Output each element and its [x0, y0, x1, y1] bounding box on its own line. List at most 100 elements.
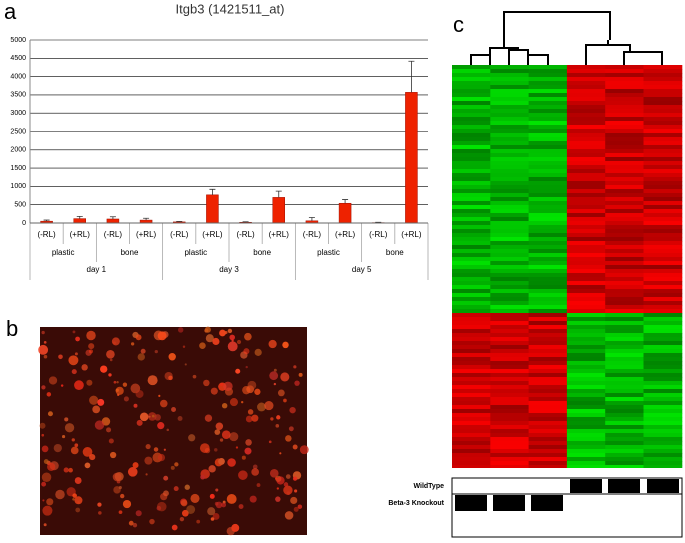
heatmap-cell [529, 129, 568, 134]
heatmap-cell [490, 73, 529, 78]
heatmap-cell [490, 249, 529, 254]
heatmap-cell [490, 329, 529, 334]
heatmap-cell [567, 165, 606, 170]
heatmap-cell [490, 125, 529, 130]
heatmap-cell [567, 257, 606, 262]
heatmap-cell [644, 121, 683, 126]
heatmap-cell [452, 281, 491, 286]
heatmap-cell [529, 229, 568, 234]
heatmap-cell [567, 453, 606, 458]
heatmap-cell [605, 121, 644, 126]
heatmap-cell [490, 97, 529, 102]
cell [255, 349, 262, 356]
heatmap-cell [490, 341, 529, 346]
heatmap-cell [605, 457, 644, 462]
heatmap-cell [452, 269, 491, 274]
cell [269, 340, 277, 348]
heatmap-cell [567, 205, 606, 210]
cell [278, 390, 285, 397]
cell [248, 409, 253, 414]
heatmap-cell [605, 241, 644, 246]
heatmap-cell [452, 297, 491, 302]
heatmap-cell [529, 81, 568, 86]
heatmap-cell [490, 385, 529, 390]
heatmap-cell [567, 77, 606, 82]
heatmap-cell [605, 461, 644, 466]
cell [64, 417, 68, 421]
heatmap-cell [529, 409, 568, 414]
heatmap-cell [529, 345, 568, 350]
cell [134, 404, 138, 408]
cell [299, 373, 303, 377]
heatmap-cell [490, 177, 529, 182]
heatmap-cell [567, 381, 606, 386]
x-tick-label: (+RL) [136, 230, 157, 239]
cell [275, 496, 280, 501]
cell [100, 365, 107, 372]
heatmap-cell [605, 401, 644, 406]
heatmap-cell [644, 401, 683, 406]
heatmap-cell [452, 141, 491, 146]
cell [120, 494, 124, 498]
heatmap-cell [605, 425, 644, 430]
heatmap-cell [605, 341, 644, 346]
cell [293, 476, 297, 480]
heatmap-cell [605, 145, 644, 150]
cell [229, 432, 238, 441]
heatmap-cell [605, 81, 644, 86]
error-bar [276, 191, 282, 197]
legend-label: Beta-3 Knockout [388, 500, 444, 507]
heatmap-cell [567, 357, 606, 362]
cell [155, 350, 158, 353]
heatmap-cell [605, 445, 644, 450]
cell [83, 447, 93, 457]
heatmap-cell [529, 433, 568, 438]
heatmap-cell [605, 249, 644, 254]
cell [257, 483, 261, 487]
heatmap-cell [452, 201, 491, 206]
cell [214, 448, 217, 451]
heatmap-cell [490, 333, 529, 338]
heatmap-cell [452, 385, 491, 390]
heatmap-cell [644, 301, 683, 306]
heatmap-cell [529, 73, 568, 78]
cell [157, 502, 167, 512]
heatmap-cell [644, 397, 683, 402]
heatmap-cell [644, 93, 683, 98]
heatmap-cell [490, 353, 529, 358]
cell [216, 423, 223, 430]
heatmap-cell [452, 349, 491, 354]
heatmap-cell [567, 225, 606, 230]
heatmap-cell [567, 237, 606, 242]
heatmap-cell [452, 445, 491, 450]
heatmap-cell [452, 461, 491, 466]
heatmap-cell [529, 273, 568, 278]
cell [283, 399, 287, 403]
cell [282, 342, 288, 348]
heatmap-cell [605, 433, 644, 438]
cell [275, 424, 279, 428]
heatmap-cell [605, 173, 644, 178]
heatmap-cell [529, 197, 568, 202]
bar [273, 197, 285, 223]
heatmap-cell [452, 129, 491, 134]
x-group-label: bone [121, 248, 139, 257]
heatmap-cell [644, 281, 683, 286]
cell [73, 330, 76, 333]
heatmap-cell [490, 213, 529, 218]
heatmap-cell [529, 217, 568, 222]
heatmap-cell [644, 325, 683, 330]
cell [116, 387, 124, 395]
heatmap-cell [567, 233, 606, 238]
heatmap-cell [452, 341, 491, 346]
cell [86, 331, 95, 340]
heatmap-cell [567, 349, 606, 354]
heatmap-cell [452, 93, 491, 98]
heatmap-cell [452, 137, 491, 142]
cell [110, 452, 116, 458]
heatmap-cell [529, 297, 568, 302]
heatmap-cell [605, 161, 644, 166]
heatmap-cell [644, 225, 683, 230]
heatmap-cell [605, 381, 644, 386]
heatmap-cell [490, 69, 529, 74]
